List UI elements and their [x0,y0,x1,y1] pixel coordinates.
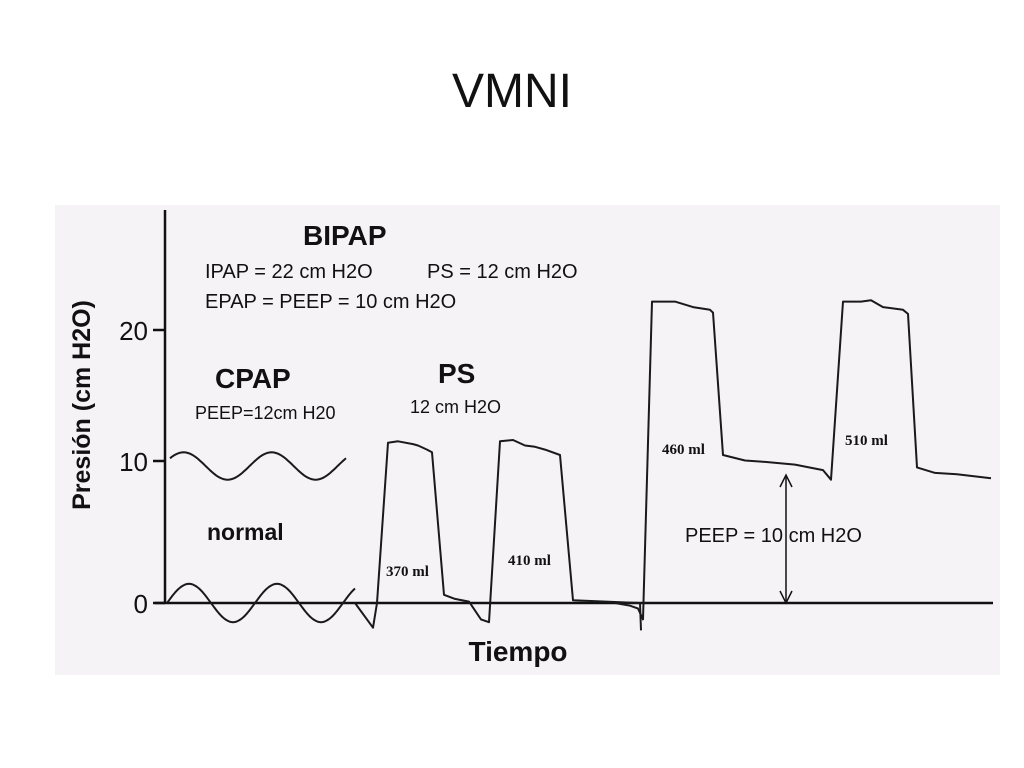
slide-title: VMNI [452,65,572,118]
ps-title: PS [438,358,475,389]
bipap-title: BIPAP [303,220,387,251]
normal-trace [166,582,356,624]
x-axis-label: Tiempo [468,636,567,667]
y-axis-label: Presión (cm H2O) [68,300,96,510]
pressure-waveform-figure: 20 10 0 Presión (cm H2O) Tiempo BIPAP IP… [55,205,1000,675]
bipap-volume-label-2: 510 ml [845,433,888,449]
cpap-title: CPAP [215,363,291,394]
waveform-chart: 20 10 0 Presión (cm H2O) Tiempo BIPAP IP… [68,210,993,667]
cpap-trace [169,451,347,481]
peep-arrow-head-up [779,473,793,488]
peep-annotation: PEEP = 10 cm H2O [685,525,862,547]
y-tick-label-10: 10 [119,447,148,477]
bipap-epap-label: EPAP = PEEP = 10 cm H2O [205,291,456,313]
y-tick-label-20: 20 [119,316,148,346]
bipap-ps-label: PS = 12 cm H2O [427,261,578,283]
bipap-volume-label-1: 460 ml [662,442,705,458]
ps-trace [354,439,642,631]
y-tick-label-0: 0 [134,589,148,619]
ps-pressure-label: 12 cm H2O [410,397,501,417]
normal-label: normal [207,519,284,545]
ps-volume-label-1: 370 ml [386,564,429,580]
bipap-ipap-label: IPAP = 22 cm H2O [205,261,373,283]
cpap-peep-label: PEEP=12cm H20 [195,403,336,423]
ps-volume-label-2: 410 ml [508,553,551,569]
bipap-trace [614,299,992,621]
peep-arrow-head-down [779,590,793,605]
